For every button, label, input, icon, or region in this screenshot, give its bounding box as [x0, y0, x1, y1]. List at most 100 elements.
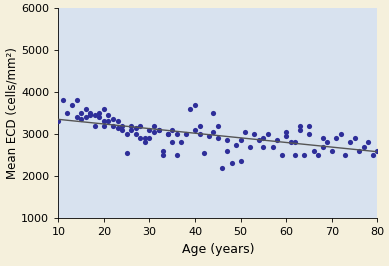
- Point: [283, 134, 289, 138]
- Point: [169, 128, 175, 132]
- Point: [69, 102, 75, 107]
- Point: [146, 128, 152, 132]
- Point: [315, 153, 321, 157]
- Point: [215, 123, 221, 128]
- Point: [256, 138, 262, 143]
- Point: [260, 144, 266, 149]
- Point: [142, 136, 148, 140]
- Point: [92, 113, 98, 117]
- Y-axis label: Mean ECD (cells/mm²): Mean ECD (cells/mm²): [5, 47, 18, 179]
- Point: [124, 151, 130, 155]
- Point: [351, 136, 357, 140]
- Point: [174, 153, 180, 157]
- Point: [210, 130, 216, 134]
- Point: [137, 123, 144, 128]
- Point: [110, 117, 116, 122]
- Point: [329, 149, 335, 153]
- Point: [219, 165, 226, 170]
- Point: [215, 136, 221, 140]
- Point: [174, 132, 180, 136]
- Point: [165, 132, 171, 136]
- Point: [224, 149, 230, 153]
- Point: [247, 144, 253, 149]
- Point: [156, 128, 162, 132]
- Point: [338, 132, 344, 136]
- Point: [192, 102, 198, 107]
- Point: [356, 149, 362, 153]
- Point: [297, 128, 303, 132]
- Point: [183, 132, 189, 136]
- Point: [169, 140, 175, 145]
- Point: [242, 130, 248, 134]
- Point: [319, 144, 326, 149]
- Point: [133, 126, 139, 130]
- Point: [82, 115, 89, 119]
- Point: [128, 128, 134, 132]
- Point: [319, 136, 326, 140]
- Point: [160, 149, 166, 153]
- Point: [270, 144, 276, 149]
- Point: [265, 132, 271, 136]
- Point: [105, 113, 112, 117]
- Point: [87, 111, 93, 115]
- Point: [206, 134, 212, 138]
- Point: [370, 153, 376, 157]
- Point: [187, 107, 194, 111]
- Point: [365, 140, 371, 145]
- Point: [306, 123, 312, 128]
- Point: [124, 132, 130, 136]
- Point: [60, 98, 66, 103]
- Point: [310, 149, 317, 153]
- Point: [96, 115, 102, 119]
- Point: [114, 119, 121, 124]
- Point: [306, 132, 312, 136]
- Point: [292, 153, 298, 157]
- Point: [151, 123, 157, 128]
- Point: [96, 111, 102, 115]
- Point: [361, 144, 367, 149]
- Point: [55, 119, 61, 124]
- Point: [137, 136, 144, 140]
- Point: [105, 119, 112, 124]
- Point: [260, 136, 266, 140]
- Point: [74, 98, 80, 103]
- Point: [324, 140, 330, 145]
- Point: [283, 130, 289, 134]
- Point: [201, 151, 207, 155]
- Point: [342, 153, 349, 157]
- Point: [347, 140, 353, 145]
- Point: [119, 123, 125, 128]
- Point: [233, 143, 239, 147]
- Point: [78, 111, 84, 115]
- Point: [165, 132, 171, 136]
- Point: [374, 149, 380, 153]
- Point: [151, 130, 157, 134]
- Point: [301, 153, 308, 157]
- Point: [156, 128, 162, 132]
- Point: [228, 161, 235, 166]
- Point: [297, 123, 303, 128]
- Point: [274, 138, 280, 143]
- Point: [92, 123, 98, 128]
- Point: [333, 136, 340, 140]
- X-axis label: Age (years): Age (years): [182, 243, 254, 256]
- Point: [128, 123, 134, 128]
- Point: [64, 111, 70, 115]
- Point: [101, 123, 107, 128]
- Point: [114, 126, 121, 130]
- Point: [110, 123, 116, 128]
- Point: [142, 140, 148, 145]
- Point: [119, 128, 125, 132]
- Point: [287, 140, 294, 145]
- Point: [292, 140, 298, 145]
- Point: [238, 138, 244, 143]
- Point: [251, 132, 258, 136]
- Point: [196, 132, 203, 136]
- Point: [178, 140, 184, 145]
- Point: [196, 123, 203, 128]
- Point: [101, 119, 107, 124]
- Point: [101, 107, 107, 111]
- Point: [87, 113, 93, 117]
- Point: [160, 153, 166, 157]
- Point: [133, 132, 139, 136]
